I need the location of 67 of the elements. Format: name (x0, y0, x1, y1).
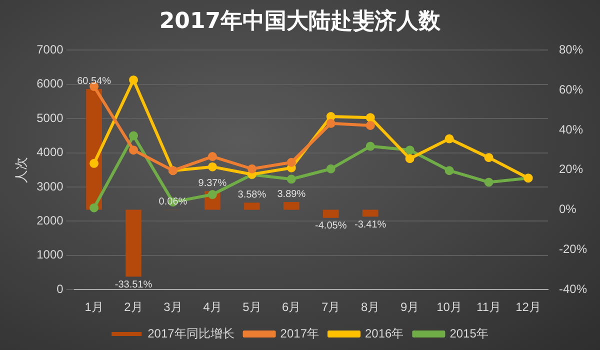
y-tick-label: 2000 (36, 214, 64, 228)
x-tick-label: 10月 (436, 300, 462, 314)
x-tick-label: 2月 (124, 300, 143, 314)
x-tick-label: 11月 (476, 300, 502, 314)
x-tick-label: 7月 (322, 300, 340, 314)
point (444, 134, 454, 144)
x-tick-label: 4月 (203, 300, 222, 314)
bar (362, 210, 378, 217)
point (129, 75, 138, 84)
legend-label: 2015年 (450, 326, 488, 340)
point (286, 158, 296, 167)
data-label: -4.05% (315, 220, 347, 232)
y-tick-label: 7000 (36, 42, 64, 57)
y-tick-label: 0 (56, 282, 64, 296)
legend-label: 2017年 (280, 326, 320, 340)
data-label: -33.51% (114, 279, 152, 290)
y-tick-label: 5000 (36, 110, 64, 125)
chart-title: 2017年中国大陆赴斐济人数 (158, 8, 442, 36)
x-tick-label: 6月 (282, 300, 301, 314)
y2-tick-label: 60% (558, 82, 584, 96)
point (366, 120, 375, 130)
point (326, 164, 336, 174)
x-tick-label: 3月 (164, 300, 182, 314)
y2-tick-label: 0% (558, 202, 577, 216)
point (129, 146, 138, 155)
data-label: 60.54% (77, 76, 112, 87)
bar (126, 210, 142, 277)
bar (322, 210, 339, 218)
point (405, 154, 414, 164)
y2-tick-label: 40% (558, 122, 584, 136)
data-label: 9.37% (198, 178, 227, 189)
legend-label: 2016年 (365, 326, 404, 340)
point (247, 164, 256, 174)
point (366, 113, 375, 122)
point (444, 166, 454, 176)
y-tick-label: 1000 (36, 248, 64, 262)
y-tick-label: 4000 (36, 145, 64, 160)
x-tick-label: 5月 (242, 300, 262, 314)
y-axis-title: 人次 (13, 156, 28, 183)
bar (284, 202, 300, 210)
legend-label: 2017年同比增长 (148, 326, 234, 340)
point (326, 118, 336, 128)
point (208, 190, 217, 200)
data-label: 3.58% (238, 189, 266, 200)
y2-tick-label: 80% (558, 42, 584, 57)
y2-tick-label: -20% (558, 242, 588, 256)
y-tick-label: 6000 (36, 76, 64, 91)
x-tick-label: 8月 (361, 300, 380, 314)
point (208, 162, 217, 172)
point (405, 146, 414, 155)
y-tick-label: 3000 (36, 179, 64, 194)
x-tick-label: 1月 (84, 300, 104, 314)
point (208, 152, 217, 162)
point (286, 174, 296, 184)
y2-tick-label: 20% (558, 162, 584, 176)
y2-tick-label: -40% (558, 282, 588, 296)
point (484, 178, 494, 187)
point (90, 203, 99, 212)
x-tick-label: 12月 (516, 300, 541, 314)
point (366, 142, 375, 151)
x-tick-label: 9月 (400, 300, 420, 314)
bar (244, 202, 260, 210)
point (484, 153, 494, 162)
data-label: -3.41% (354, 219, 386, 230)
point (90, 158, 99, 168)
data-label: 3.89% (277, 188, 306, 200)
point (129, 131, 138, 140)
